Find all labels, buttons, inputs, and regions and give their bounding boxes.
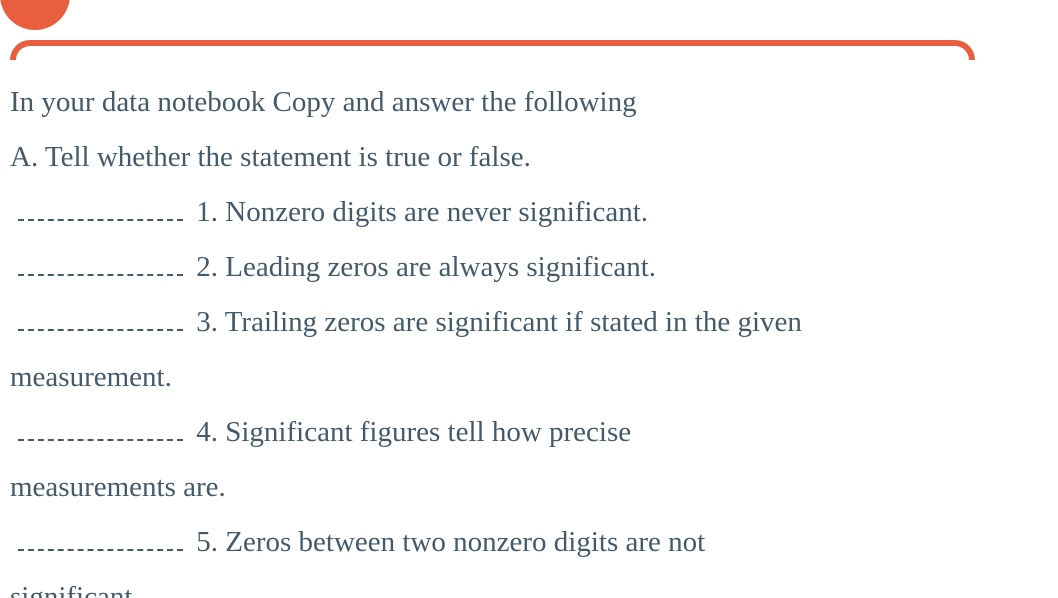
- question-3-row-a: 3. Trailing zeros are significant if sta…: [10, 295, 1050, 350]
- question-5-row-b: significant.: [10, 570, 1050, 598]
- question-2-row: 2. Leading zeros are always significant.: [10, 240, 1050, 295]
- intro-text: In your data notebook Copy and answer th…: [10, 75, 1050, 130]
- worksheet-content: In your data notebook Copy and answer th…: [10, 75, 1050, 598]
- question-3-row-b: measurement.: [10, 350, 1050, 405]
- question-4-text-a: 4. Significant figures tell how precise: [196, 416, 631, 448]
- question-3-text-a: 3. Trailing zeros are significant if sta…: [196, 306, 802, 338]
- badge-circle-fragment: [0, 0, 70, 30]
- answer-blank-4[interactable]: [18, 416, 183, 441]
- question-4-row-a: 4. Significant figures tell how precise: [10, 405, 1050, 460]
- section-a-label: A. Tell whether the statement is true or…: [10, 130, 1050, 185]
- question-1-text: 1. Nonzero digits are never significant.: [196, 196, 648, 228]
- answer-blank-2[interactable]: [18, 251, 183, 276]
- answer-blank-1[interactable]: [18, 196, 183, 221]
- frame-top-border: [10, 40, 975, 60]
- question-4-row-b: measurements are.: [10, 460, 1050, 515]
- answer-blank-5[interactable]: [18, 526, 183, 551]
- question-5-text-a: 5. Zeros between two nonzero digits are …: [196, 526, 705, 558]
- question-5-row-a: 5. Zeros between two nonzero digits are …: [10, 515, 1050, 570]
- worksheet-page: In your data notebook Copy and answer th…: [0, 0, 1058, 598]
- question-2-text: 2. Leading zeros are always significant.: [196, 251, 656, 283]
- question-1-row: 1. Nonzero digits are never significant.: [10, 185, 1050, 240]
- answer-blank-3[interactable]: [18, 306, 183, 331]
